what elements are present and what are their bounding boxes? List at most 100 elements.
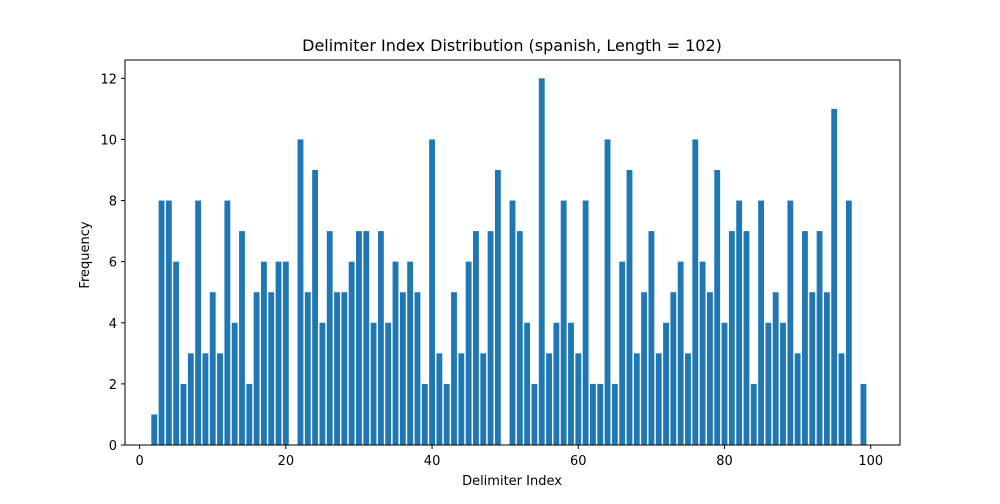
bar-78 [706,292,713,445]
bar-13 [231,322,238,445]
y-tick-label: 12 [100,72,117,87]
bar-87 [772,292,779,445]
bars-layer [151,78,867,445]
x-tick-label: 60 [570,454,587,469]
bar-46 [473,231,479,445]
bar-51 [509,200,516,445]
bar-26 [326,231,333,445]
bar-67 [626,170,633,445]
bar-72 [663,322,669,445]
bar-29 [348,261,355,445]
bar-70 [648,231,655,445]
bar-5 [173,261,180,445]
bar-42 [443,383,450,445]
bar-32 [370,322,377,445]
bar-81 [728,231,735,445]
bar-16 [253,292,260,445]
bar-63 [597,383,604,445]
bar-20 [282,261,289,445]
bar-14 [239,231,245,445]
bar-15 [246,383,253,445]
x-tick-label: 80 [716,454,733,469]
bar-52 [516,231,523,445]
bar-65 [611,383,618,445]
y-tick-label: 8 [109,195,117,210]
bar-4 [165,200,172,445]
bar-91 [802,231,808,445]
bar-18 [268,292,275,445]
y-tick-label: 2 [109,378,117,393]
bar-57 [553,322,560,445]
bar-25 [319,322,326,445]
bar-22 [297,139,304,445]
bar-45 [465,261,472,445]
bar-76 [692,139,699,445]
bar-38 [414,292,421,445]
bar-17 [260,261,267,445]
bar-33 [377,231,384,445]
chart-title: Delimiter Index Distribution (spanish, L… [302,36,722,55]
bar-27 [334,292,340,445]
y-tick-label: 10 [100,133,117,148]
x-tick-label: 20 [278,454,295,469]
x-tick-label: 40 [424,454,441,469]
bar-64 [604,139,611,445]
y-tick-label: 6 [109,256,117,271]
bar-6 [180,383,187,445]
bar-99 [860,383,867,445]
bar-3 [158,200,165,445]
bar-19 [275,261,282,445]
bar-37 [407,261,414,445]
bar-53 [524,322,531,445]
bar-97 [845,200,852,445]
bar-89 [787,200,794,445]
bar-56 [546,353,552,445]
bar-7 [187,353,194,445]
bar-77 [699,261,706,445]
bar-34 [385,322,392,445]
bar-66 [619,261,626,445]
plot-frame [124,59,901,446]
bar-80 [721,322,728,445]
bar-41 [436,353,443,445]
bar-49 [494,170,501,445]
bar-85 [758,200,765,445]
bar-88 [780,322,786,445]
x-tick-label: 100 [858,454,883,469]
bar-31 [363,231,370,445]
bar-61 [582,200,589,445]
bar-8 [195,200,202,445]
bar-69 [641,292,648,445]
bar-48 [487,231,494,445]
bar-73 [670,292,677,445]
y-tick-label: 0 [109,439,117,454]
bar-74 [677,261,684,445]
bar-2 [151,414,158,445]
bar-94 [823,292,830,445]
bar-62 [590,383,596,445]
y-axis-label: Frequency [78,221,93,288]
bar-36 [399,292,406,445]
bar-75 [685,353,691,445]
bar-79 [714,170,721,445]
bar-95 [831,108,838,445]
bar-58 [560,200,567,445]
bar-43 [451,292,457,445]
bar-12 [224,200,231,445]
bar-35 [392,261,399,445]
x-tick-label: 0 [135,454,143,469]
bar-11 [217,353,223,445]
bar-47 [480,353,487,445]
axes-layer: 0 20 40 60 80 100 0 2 4 6 8 10 12 [100,59,901,469]
bar-82 [736,200,743,445]
bar-54 [531,383,538,445]
bar-71 [655,353,662,445]
bar-44 [458,353,465,445]
bar-24 [312,170,319,445]
bar-83 [743,231,750,445]
bar-9 [202,353,209,445]
bar-84 [750,383,757,445]
bar-59 [568,322,574,445]
